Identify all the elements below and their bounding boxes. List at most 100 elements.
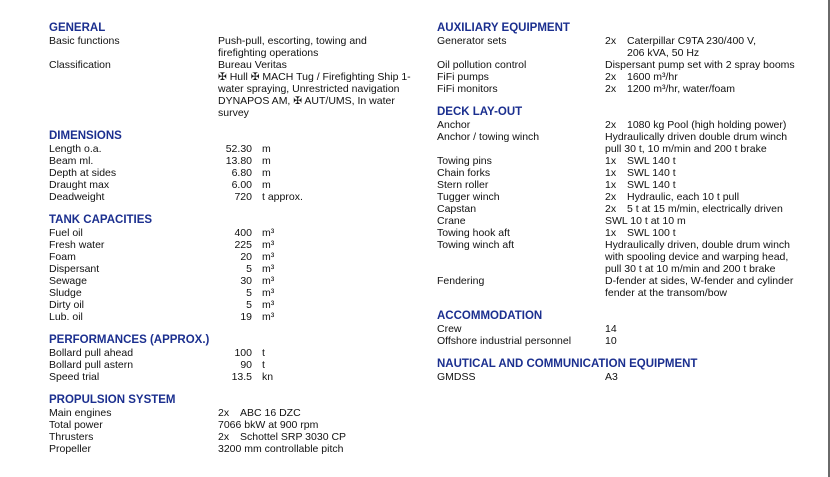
spec-label: Speed trial	[49, 371, 100, 383]
spec-value-line: 1200 m³/hr, water/foam	[627, 83, 735, 95]
spec-label: Thrusters	[49, 431, 94, 443]
spec-value-line: A3	[605, 371, 618, 383]
spec-value-line: DYNAPOS AM, ✠ AUT/UMS, In water	[218, 95, 395, 107]
spec-label: Basic functions	[49, 35, 120, 47]
spec-value: 52.30	[225, 143, 252, 155]
spec-value-line: Schottel SRP 3030 CP	[240, 431, 347, 443]
spec-label: Fresh water	[49, 239, 105, 251]
spec-quantity: 2x	[605, 203, 617, 215]
spec-value: 3200 mm controllable pitch	[218, 443, 419, 455]
spec-value-line: water spraying, Unrestricted navigation	[218, 83, 400, 95]
spec-value-line: ✠ Hull ✠ MACH Tug / Firefighting Ship 1-	[218, 71, 411, 83]
spec-row-speed-trial: Speed trial 13.5 kn	[49, 371, 419, 383]
spec-quantity: 2x	[218, 431, 230, 443]
spec-label: Bollard pull astern	[49, 359, 134, 371]
spec-label: Generator sets	[437, 35, 507, 47]
spec-label: Chain forks	[437, 167, 491, 179]
spec-value: ABC 16 DZC	[240, 407, 419, 419]
spec-quantity: 2x	[605, 119, 617, 131]
spec-label: GMDSS	[437, 371, 476, 383]
spec-row-capstan: Capstan 2x 5 t at 15 m/min, electrically d…	[437, 203, 822, 215]
spec-value-line: 5 t at 15 m/min, electrically driven	[627, 203, 783, 215]
spec-quantity: 1x	[605, 155, 617, 167]
spec-row-main-engines: Main engines 2x ABC 16 DZC	[49, 407, 419, 419]
spec-row-offshore-industrial-personnel: Offshore industrial personnel 10	[437, 335, 822, 347]
spec-row-towing-winch-aft: Towing winch aft Hydraulically driven, do…	[437, 239, 822, 275]
spec-row-gmdss: GMDSS A3	[437, 371, 822, 383]
spec-row-lub-oil: Lub. oil 19 m³	[49, 311, 419, 323]
spec-value: Caterpillar C9TA 230/400 V, 206 kVA, 50 H…	[627, 35, 822, 59]
spec-row-fifi-pumps: FiFi pumps 2x 1600 m³/hr	[437, 71, 822, 83]
spec-row-dirty-oil: Dirty oil 5 m³	[49, 299, 419, 311]
spec-value: 20	[240, 251, 252, 263]
spec-value-line: 7066 bkW at 900 rpm	[218, 419, 319, 431]
spec-value-line: Bureau Veritas	[218, 59, 287, 71]
spec-value-line: SWL 100 t	[627, 227, 676, 239]
spec-row-bollard-pull-astern: Bollard pull astern 90 t	[49, 359, 419, 371]
spec-value: Hydraulically driven, double drum winch w…	[605, 239, 822, 275]
spec-label: Towing pins	[437, 155, 492, 167]
spec-value: 1200 m³/hr, water/foam	[627, 83, 822, 95]
spec-value: 720	[234, 191, 252, 203]
spec-label: Oil pollution control	[437, 59, 527, 71]
spec-unit: t	[262, 347, 265, 359]
spec-value: 14	[605, 323, 822, 335]
spec-row-stern-roller: Stern roller 1x SWL 140 t	[437, 179, 822, 191]
spec-unit: m	[262, 167, 271, 179]
spec-unit: m	[262, 179, 271, 191]
spec-quantity: 2x	[605, 191, 617, 203]
spec-unit: m³	[262, 287, 275, 299]
spec-label: Dirty oil	[49, 299, 85, 311]
spec-value: 400	[234, 227, 252, 239]
spec-row-fresh-water: Fresh water 225 m³	[49, 239, 419, 251]
spec-value: 1600 m³/hr	[627, 71, 822, 83]
spec-row-generator-sets: Generator sets 2x Caterpillar C9TA 230/400…	[437, 35, 822, 59]
section-heading: DIMENSIONS	[49, 130, 122, 142]
spec-value-line: Push-pull, escorting, towing and	[218, 35, 367, 47]
spec-quantity: 1x	[605, 167, 617, 179]
section-auxiliary-equipment: AUXILIARY EQUIPMENT Generator sets 2x Cater…	[437, 22, 822, 95]
spec-row-beam-ml: Beam ml. 13.80 m	[49, 155, 419, 167]
spec-value: SWL 100 t	[627, 227, 822, 239]
section-general: GENERAL Basic functions Push-pull, escorti…	[49, 22, 419, 119]
spec-value: 100	[234, 347, 252, 359]
spec-quantity: 2x	[605, 35, 617, 47]
spec-value-line: 1600 m³/hr	[627, 71, 678, 83]
spec-value-line: Dispersant pump set with 2 spray booms	[605, 59, 795, 71]
spec-label: Towing winch aft	[437, 239, 515, 251]
spec-unit: kn	[262, 371, 274, 383]
spec-label: Draught max	[49, 179, 110, 191]
spec-value-line: 10	[605, 335, 617, 347]
spec-value: 1080 kg Pool (high holding power)	[627, 119, 822, 131]
spec-quantity: 2x	[605, 83, 617, 95]
left-column: GENERAL Basic functions Push-pull, escorti…	[49, 22, 419, 466]
spec-label: Towing hook aft	[437, 227, 510, 239]
section-propulsion-system: PROPULSION SYSTEM Main engines 2x ABC 16 DZ…	[49, 394, 419, 455]
section-performances-approx: PERFORMANCES (APPROX.) Bollard pull ahead…	[49, 334, 419, 383]
spec-unit: m	[262, 143, 271, 155]
spec-row-classification: Classification Bureau Veritas ✠ Hull ✠ MAC…	[49, 59, 419, 119]
spec-row-thrusters: Thrusters 2x Schottel SRP 3030 CP	[49, 431, 419, 443]
spec-value: 225	[234, 239, 252, 251]
spec-label: Depth at sides	[49, 167, 117, 179]
spec-value-line: SWL 140 t	[627, 155, 676, 167]
spec-row-towing-hook-aft: Towing hook aft 1x SWL 100 t	[437, 227, 822, 239]
spec-label: FiFi pumps	[437, 71, 489, 83]
spec-row-sewage: Sewage 30 m³	[49, 275, 419, 287]
spec-quantity: 2x	[605, 71, 617, 83]
spec-value: 10	[605, 335, 822, 347]
spec-label: Tugger winch	[437, 191, 500, 203]
spec-value: 5	[246, 263, 252, 275]
spec-unit: t	[262, 359, 265, 371]
spec-row-sludge: Sludge 5 m³	[49, 287, 419, 299]
section-accommodation: ACCOMMODATION Crew 14 Offshore industrial p…	[437, 310, 822, 347]
spec-value: SWL 10 t at 10 m	[605, 215, 822, 227]
section-heading: TANK CAPACITIES	[49, 214, 153, 226]
spec-label: Offshore industrial personnel	[437, 335, 572, 347]
spec-label: Propeller	[49, 443, 92, 455]
spec-unit: m³	[262, 275, 275, 287]
spec-row-total-power: Total power 7066 bkW at 900 rpm	[49, 419, 419, 431]
spec-value-line: 1080 kg Pool (high holding power)	[627, 119, 787, 131]
spec-value: 90	[240, 359, 252, 371]
spec-row-propeller: Propeller 3200 mm controllable pitch	[49, 443, 419, 455]
